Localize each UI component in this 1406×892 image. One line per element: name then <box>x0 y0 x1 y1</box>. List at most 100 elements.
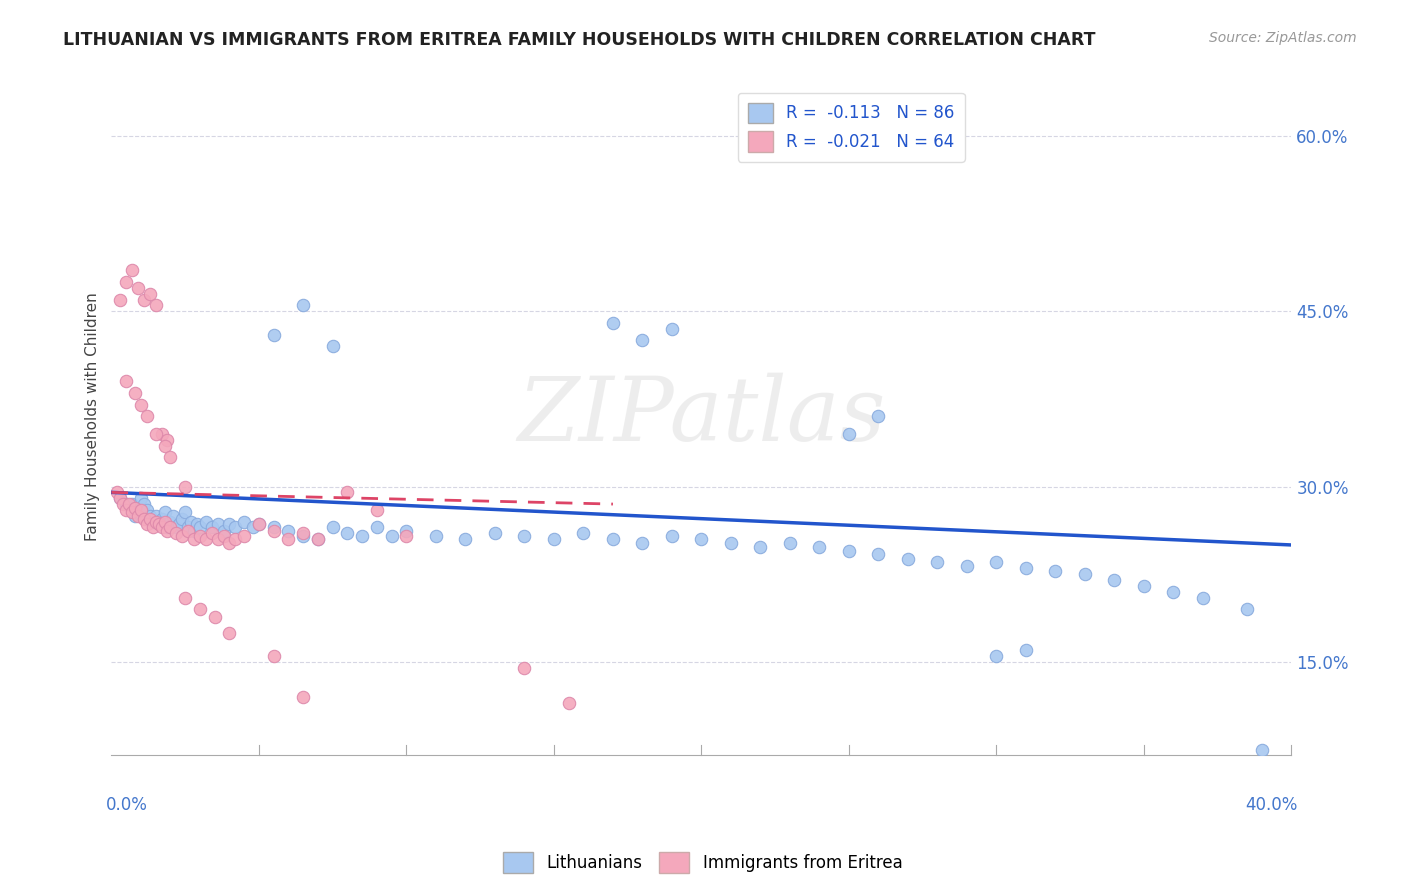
Point <box>129 398 152 412</box>
Point <box>127 508 149 523</box>
Point <box>292 526 315 541</box>
Point <box>180 515 202 529</box>
Point <box>395 524 418 538</box>
Point <box>159 515 181 529</box>
Point <box>129 491 152 506</box>
Point <box>188 602 211 616</box>
Point <box>661 322 683 336</box>
Point <box>1015 643 1038 657</box>
Point <box>1192 591 1215 605</box>
Point <box>135 516 157 531</box>
Point <box>139 508 162 523</box>
Point <box>150 426 173 441</box>
Point <box>263 327 285 342</box>
Point <box>129 508 152 523</box>
Point <box>838 426 860 441</box>
Point <box>142 520 165 534</box>
Point <box>148 516 170 531</box>
Point <box>132 293 155 307</box>
Point <box>207 516 229 531</box>
Point <box>183 532 205 546</box>
Point <box>395 528 418 542</box>
Point <box>366 520 388 534</box>
Point <box>838 543 860 558</box>
Point <box>484 526 506 541</box>
Point <box>322 520 344 534</box>
Point <box>112 497 135 511</box>
Point <box>121 497 143 511</box>
Point <box>1074 567 1097 582</box>
Point <box>218 516 240 531</box>
Point <box>779 535 801 549</box>
Point <box>1163 584 1185 599</box>
Point <box>165 520 187 534</box>
Point <box>986 556 1008 570</box>
Point <box>115 275 138 289</box>
Point <box>897 552 920 566</box>
Point <box>224 532 246 546</box>
Point <box>352 528 374 542</box>
Point <box>277 532 299 546</box>
Point <box>153 505 176 519</box>
Point <box>159 450 181 465</box>
Point <box>172 512 194 526</box>
Point <box>142 515 165 529</box>
Point <box>263 648 285 663</box>
Point <box>177 520 200 534</box>
Point <box>212 524 235 538</box>
Point <box>139 512 162 526</box>
Point <box>1104 573 1126 587</box>
Point <box>204 610 226 624</box>
Point <box>868 547 890 561</box>
Point <box>322 339 344 353</box>
Point <box>156 524 179 538</box>
Point <box>1015 561 1038 575</box>
Point <box>247 516 270 531</box>
Point <box>602 532 624 546</box>
Point <box>132 497 155 511</box>
Point <box>145 426 167 441</box>
Point <box>174 591 197 605</box>
Point <box>121 263 143 277</box>
Text: LITHUANIAN VS IMMIGRANTS FROM ERITREA FAMILY HOUSEHOLDS WITH CHILDREN CORRELATIO: LITHUANIAN VS IMMIGRANTS FROM ERITREA FA… <box>63 31 1095 49</box>
Point <box>986 648 1008 663</box>
Point <box>135 503 157 517</box>
Point <box>188 528 211 542</box>
Point <box>366 503 388 517</box>
Point <box>127 281 149 295</box>
Point <box>513 528 536 542</box>
Point <box>425 528 447 542</box>
Point <box>156 433 179 447</box>
Point <box>661 528 683 542</box>
Point <box>513 661 536 675</box>
Point <box>927 556 949 570</box>
Point <box>247 516 270 531</box>
Point <box>124 500 146 515</box>
Point <box>174 505 197 519</box>
Point <box>124 508 146 523</box>
Point <box>165 526 187 541</box>
Point <box>233 528 256 542</box>
Point <box>233 515 256 529</box>
Legend: R =  -0.113   N = 86, R =  -0.021   N = 64: R = -0.113 N = 86, R = -0.021 N = 64 <box>738 93 965 161</box>
Point <box>307 532 329 546</box>
Point <box>153 439 176 453</box>
Point <box>135 409 157 424</box>
Point <box>218 625 240 640</box>
Point <box>150 520 173 534</box>
Point <box>174 479 197 493</box>
Point <box>292 690 315 704</box>
Point <box>121 505 143 519</box>
Point <box>263 524 285 538</box>
Point <box>307 532 329 546</box>
Point <box>183 524 205 538</box>
Point <box>145 298 167 312</box>
Point <box>868 409 890 424</box>
Point <box>186 516 208 531</box>
Point <box>336 526 359 541</box>
Point <box>115 375 138 389</box>
Point <box>292 528 315 542</box>
Point <box>145 515 167 529</box>
Point <box>162 508 184 523</box>
Text: Source: ZipAtlas.com: Source: ZipAtlas.com <box>1209 31 1357 45</box>
